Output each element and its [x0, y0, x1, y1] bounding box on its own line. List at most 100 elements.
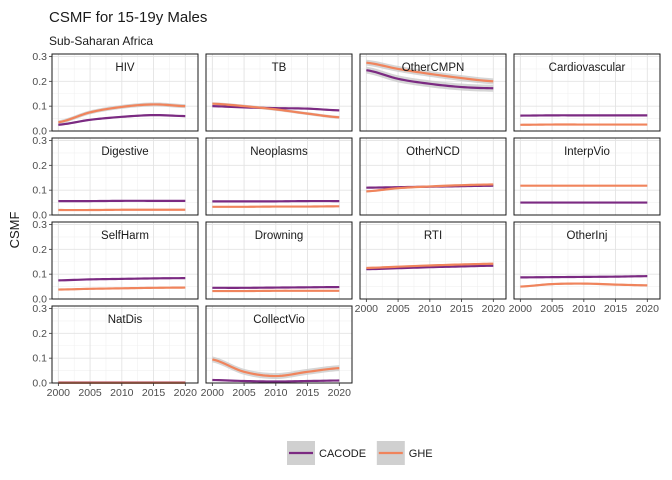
line-ghe [366, 262, 494, 270]
panel-neoplasms: Neoplasms [205, 137, 353, 216]
legend-item-cacode: CACODE [287, 441, 366, 465]
panel-drowning: Drowning [205, 221, 353, 300]
x-tick-label: 2000 [47, 387, 71, 399]
line-cacode [212, 285, 340, 289]
y-tick-label: 0.3 [32, 219, 47, 231]
facet-label: SelfHarm [101, 230, 149, 242]
line-ghe [212, 102, 340, 119]
y-tick-label: 0.0 [32, 294, 47, 306]
panel-border [51, 305, 199, 384]
panel-border [51, 53, 199, 132]
panel-border [513, 137, 661, 216]
line-cacode [212, 378, 340, 383]
facet-label: CollectVio [253, 314, 305, 326]
line-ghe [366, 183, 494, 193]
y-tick-label: 0.0 [32, 126, 47, 138]
panel-natdis: NatDis 0.0 0.1 0.2 0.3 2000 2005 2010 2015 2020 [32, 303, 199, 399]
facet-label: TB [272, 62, 287, 74]
panel-border [205, 137, 353, 216]
x-tick-label: 2015 [296, 387, 320, 399]
band-ghe [212, 356, 340, 380]
panel-interpvio: InterpVio [513, 137, 661, 216]
panel-border [513, 221, 661, 300]
y-tick-label: 0.2 [32, 244, 47, 256]
panel-background [360, 138, 506, 215]
panel-othercmpn: OtherCMPN [359, 53, 507, 132]
panel-border [51, 137, 199, 216]
x-tick-label: 2015 [450, 303, 474, 315]
y-tick-label: 0.2 [32, 76, 47, 88]
x-tick-label: 2020 [174, 387, 198, 399]
x-tick-label: 2015 [604, 303, 628, 315]
x-tick-label: 2010 [264, 387, 288, 399]
facet-label: Digestive [101, 146, 148, 158]
x-tick-label: 2020 [636, 303, 660, 315]
panel-background [514, 54, 660, 131]
line-cacode [366, 69, 494, 90]
x-tick-label: 2005 [232, 387, 256, 399]
y-tick-label: 0.1 [32, 353, 47, 365]
x-tick-label: 2010 [110, 387, 134, 399]
facet-label: OtherCMPN [402, 62, 465, 74]
y-tick-label: 0.2 [32, 160, 47, 172]
facet-label: Drowning [255, 230, 304, 242]
line-ghe [520, 282, 648, 288]
line-ghe [212, 205, 340, 208]
panel-cardiovascular: Cardiovascular [513, 53, 661, 132]
panel-background [206, 54, 352, 131]
facet-label: Cardiovascular [549, 62, 626, 74]
x-tick-label: 2010 [572, 303, 596, 315]
line-cacode [212, 105, 340, 112]
chart-subtitle: Sub-Saharan Africa [49, 34, 153, 48]
panel-border [205, 221, 353, 300]
y-tick-label: 0.3 [32, 51, 47, 63]
line-ghe [212, 358, 340, 378]
y-tick-label: 0.1 [32, 101, 47, 113]
panel-hiv: HIV 0.0 0.1 0.2 0.3 [32, 51, 199, 138]
facet-label: OtherInj [567, 230, 608, 242]
panel-border [513, 53, 661, 132]
x-tick-label: 2005 [386, 303, 410, 315]
y-tick-label: 0.1 [32, 185, 47, 197]
line-ghe [366, 61, 494, 83]
x-tick-label: 2015 [142, 387, 166, 399]
y-tick-label: 0.3 [32, 135, 47, 147]
facet-label: NatDis [108, 314, 143, 326]
y-tick-label: 0.0 [32, 378, 47, 390]
line-ghe [58, 103, 186, 124]
facet-label: RTI [424, 230, 442, 242]
x-tick-label: 2000 [355, 303, 379, 315]
panel-background [360, 222, 506, 299]
band-cacode [366, 66, 494, 92]
x-tick-label: 2005 [78, 387, 102, 399]
panel-border [205, 305, 353, 384]
x-tick-label: 2010 [418, 303, 442, 315]
panel-background [52, 306, 198, 383]
y-tick-label: 0.1 [32, 269, 47, 281]
panel-tb: TB [205, 53, 353, 132]
x-tick-label: 2020 [328, 387, 352, 399]
facet-label: HIV [115, 62, 135, 74]
panel-digestive: Digestive 0.0 0.1 0.2 0.3 [32, 135, 199, 222]
line-cacode [366, 264, 494, 271]
panel-border [359, 53, 507, 132]
panel-background [52, 222, 198, 299]
y-tick-label: 0.2 [32, 328, 47, 340]
line-ghe [58, 286, 186, 291]
panel-border [359, 137, 507, 216]
facet-panels: HIV 0.0 0.1 0.2 0.3 TB OtherCMPN Cardiovascular… [32, 51, 661, 399]
panel-selfharm: SelfHarm 0.0 0.1 0.2 0.3 [32, 219, 199, 306]
panel-border [359, 221, 507, 300]
legend: CACODE GHE [287, 441, 433, 465]
panel-otherinj: OtherInj 2000 2005 2010 2015 2020 [509, 221, 661, 315]
x-tick-label: 2005 [540, 303, 564, 315]
panel-rti: RTI 2000 2005 2010 2015 2020 [355, 221, 507, 315]
facet-label: Neoplasms [250, 146, 308, 158]
facet-label: InterpVio [564, 146, 610, 158]
legend-label-ghe: GHE [409, 448, 433, 460]
line-cacode [58, 114, 186, 126]
panel-border [51, 221, 199, 300]
line-cacode [520, 275, 648, 279]
x-tick-label: 2000 [509, 303, 533, 315]
